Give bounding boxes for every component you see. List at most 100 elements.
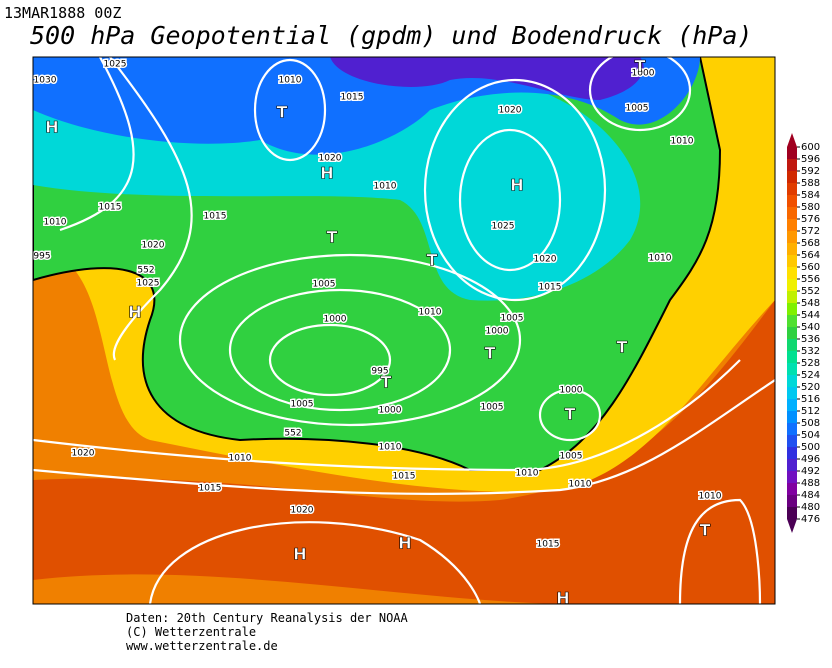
isobar-label: 1010 (379, 443, 402, 453)
footer-line: Daten: 20th Century Reanalysis der NOAA (126, 611, 409, 625)
pressure-center: T (617, 338, 628, 357)
pressure-center: H (128, 303, 141, 322)
colorbar-segment (787, 315, 797, 327)
isobar-label: 1005 (501, 314, 524, 324)
colorbar-label: 480 (801, 502, 820, 513)
colorbar-label: 568 (801, 238, 820, 249)
isobar-label: 1025 (104, 60, 127, 70)
map-frame (32, 56, 776, 605)
pressure-center: H (398, 534, 411, 553)
isobar-label: 995 (371, 367, 388, 377)
isobar-label: 1020 (499, 106, 522, 116)
isobar-label: 1010 (699, 492, 722, 502)
colorbar-label: 576 (801, 214, 820, 225)
footer: Daten: 20th Century Reanalysis der NOAA(… (126, 611, 409, 653)
pressure-center: H (510, 176, 523, 195)
pressure-center: T (700, 521, 711, 540)
colorbar-label: 520 (801, 382, 820, 393)
isobars (33, 57, 775, 604)
isobar-label: 1000 (632, 69, 655, 79)
isobar-label: 1020 (319, 154, 342, 164)
colorbar-label: 596 (801, 154, 820, 165)
colorbar-segment (787, 159, 797, 171)
title: 500 hPa Geopotential (gpdm) und Bodendru… (30, 21, 752, 50)
isobar-label: 1005 (481, 403, 504, 413)
colorbar-segment (787, 171, 797, 183)
pressure-center: H (556, 589, 569, 608)
isobar-label: 552 (284, 429, 301, 439)
colorbar-segment (787, 339, 797, 351)
footer-line: www.wetterzentrale.de (126, 639, 278, 653)
colorbar-segment (787, 423, 797, 435)
colorbar-label: 600 (801, 142, 820, 153)
pressure-center: T (277, 103, 288, 122)
colorbar-segment (787, 483, 797, 495)
isobar-label: 1005 (313, 280, 336, 290)
isobar-label: 1030 (34, 76, 57, 86)
colorbar-label: 544 (801, 310, 820, 321)
colorbar-segment (787, 495, 797, 507)
colorbar-segment (787, 399, 797, 411)
colorbar-label: 476 (801, 514, 820, 525)
isobar-label: 1000 (560, 386, 583, 396)
colorbar-label: 560 (801, 262, 820, 273)
date: 13MAR1888 00Z (4, 4, 121, 22)
isobar-label: 1020 (72, 449, 95, 459)
colorbar-segment (787, 363, 797, 375)
isobar-label: 1015 (204, 212, 227, 222)
labels: 1030 1025 1010 1015 1020 1010 1015 1015 1010 1020… (33, 57, 723, 608)
colorbar-segment (787, 459, 797, 471)
colorbar-label: 512 (801, 406, 820, 417)
isobar-label: 1010 (649, 254, 672, 264)
colorbar-label: 488 (801, 478, 820, 489)
colorbar-label: 492 (801, 466, 820, 477)
colorbar-segment (787, 219, 797, 231)
colorbar-label: 556 (801, 274, 820, 285)
pressure-center: H (45, 118, 58, 137)
colorbar-segment (787, 231, 797, 243)
colorbar-label: 516 (801, 394, 820, 405)
colorbar-segment (787, 351, 797, 363)
colorbar-label: 536 (801, 334, 820, 345)
colorbar-label: 500 (801, 442, 820, 453)
isobar-label: 1020 (291, 506, 314, 516)
colorbar-label: 584 (801, 190, 820, 201)
isobar-label: 1010 (44, 218, 67, 228)
isobar-label: 1015 (341, 93, 364, 103)
pressure-center: T (327, 228, 338, 247)
field-purple (330, 57, 644, 100)
colorbar-segment (787, 375, 797, 387)
colorbar-segment (787, 507, 797, 519)
colorbar-segment (787, 255, 797, 267)
field-hot (33, 300, 775, 604)
isobar-label: 1005 (291, 400, 314, 410)
isobar-label: 1010 (569, 480, 592, 490)
colorbar-label: 528 (801, 358, 820, 369)
isobar-label: 1010 (279, 76, 302, 86)
isobar-label: 1005 (560, 452, 583, 462)
colorbar-segment (787, 279, 797, 291)
pressure-center: T (565, 405, 576, 424)
pressure-center: H (293, 545, 306, 564)
isobar-label: 1025 (492, 222, 515, 232)
isobar-label: 1010 (516, 469, 539, 479)
colorbar-label: 548 (801, 298, 820, 309)
colorbar-segment (787, 435, 797, 447)
colorbar-segment (787, 303, 797, 315)
colorbar-segment (787, 327, 797, 339)
colorbar-segment (787, 195, 797, 207)
colorbar-label: 592 (801, 166, 820, 177)
colorbar-label: 588 (801, 178, 820, 189)
isobar-label: 552 (137, 266, 154, 276)
isobar-label: 1010 (671, 137, 694, 147)
pressure-center: T (381, 373, 392, 392)
colorbar-segment (787, 471, 797, 483)
isobar-label: 1005 (626, 104, 649, 114)
colorbar-label: 524 (801, 370, 820, 381)
colorbar-segment (787, 387, 797, 399)
colorbar-segment (787, 207, 797, 219)
colorbar-segment (787, 243, 797, 255)
pressure-center: T (635, 57, 646, 76)
